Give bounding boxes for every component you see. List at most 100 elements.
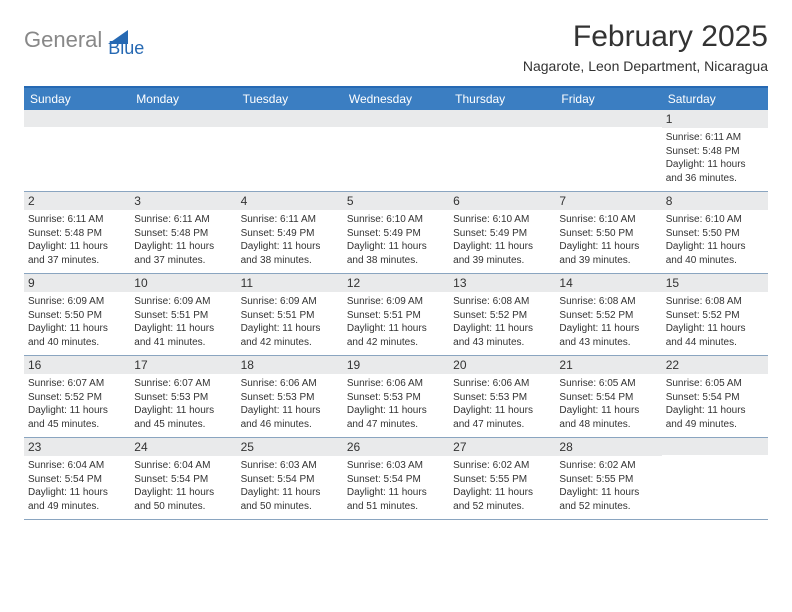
weeks-container: 1Sunrise: 6:11 AMSunset: 5:48 PMDaylight… <box>24 110 768 520</box>
day-detail-line: Sunset: 5:55 PM <box>559 473 657 487</box>
day-cell: 12Sunrise: 6:09 AMSunset: 5:51 PMDayligh… <box>343 274 449 355</box>
day-cell: 20Sunrise: 6:06 AMSunset: 5:53 PMDayligh… <box>449 356 555 437</box>
day-details: Sunrise: 6:02 AMSunset: 5:55 PMDaylight:… <box>453 459 551 513</box>
day-number: 6 <box>449 192 555 210</box>
day-detail-line: Sunrise: 6:09 AM <box>134 295 232 309</box>
day-header: Saturday <box>662 88 768 110</box>
day-detail-line: Sunrise: 6:06 AM <box>241 377 339 391</box>
day-number: 20 <box>449 356 555 374</box>
day-detail-line: and 46 minutes. <box>241 418 339 432</box>
day-number: 15 <box>662 274 768 292</box>
day-detail-line: Daylight: 11 hours <box>134 404 232 418</box>
day-header: Tuesday <box>237 88 343 110</box>
day-detail-line: Sunrise: 6:03 AM <box>347 459 445 473</box>
day-details: Sunrise: 6:10 AMSunset: 5:50 PMDaylight:… <box>559 213 657 267</box>
day-cell: 19Sunrise: 6:06 AMSunset: 5:53 PMDayligh… <box>343 356 449 437</box>
day-cell: 8Sunrise: 6:10 AMSunset: 5:50 PMDaylight… <box>662 192 768 273</box>
day-details: Sunrise: 6:10 AMSunset: 5:49 PMDaylight:… <box>347 213 445 267</box>
day-header: Wednesday <box>343 88 449 110</box>
empty-day-bar <box>343 110 449 127</box>
day-details: Sunrise: 6:10 AMSunset: 5:49 PMDaylight:… <box>453 213 551 267</box>
day-detail-line: Daylight: 11 hours <box>241 486 339 500</box>
day-number: 18 <box>237 356 343 374</box>
day-detail-line: Daylight: 11 hours <box>28 322 126 336</box>
day-number: 19 <box>343 356 449 374</box>
day-detail-line: Daylight: 11 hours <box>28 404 126 418</box>
day-detail-line: Sunset: 5:53 PM <box>453 391 551 405</box>
day-detail-line: Sunrise: 6:09 AM <box>241 295 339 309</box>
day-detail-line: Sunset: 5:48 PM <box>666 145 764 159</box>
day-cell <box>343 110 449 191</box>
day-cell: 21Sunrise: 6:05 AMSunset: 5:54 PMDayligh… <box>555 356 661 437</box>
day-cell: 9Sunrise: 6:09 AMSunset: 5:50 PMDaylight… <box>24 274 130 355</box>
day-detail-line: and 51 minutes. <box>347 500 445 514</box>
day-detail-line: Sunset: 5:55 PM <box>453 473 551 487</box>
day-detail-line: and 42 minutes. <box>347 336 445 350</box>
day-detail-line: Sunrise: 6:10 AM <box>347 213 445 227</box>
day-number: 21 <box>555 356 661 374</box>
day-detail-line: Sunrise: 6:06 AM <box>347 377 445 391</box>
day-cell: 1Sunrise: 6:11 AMSunset: 5:48 PMDaylight… <box>662 110 768 191</box>
day-cell: 3 Sunrise: 6:11 AMSunset: 5:48 PMDaylight… <box>130 192 236 273</box>
day-detail-line: Daylight: 11 hours <box>241 322 339 336</box>
day-detail-line: Sunrise: 6:11 AM <box>28 213 126 227</box>
day-detail-line: Sunrise: 6:02 AM <box>559 459 657 473</box>
day-details: Sunrise: 6:08 AMSunset: 5:52 PMDaylight:… <box>666 295 764 349</box>
day-detail-line: Sunset: 5:54 PM <box>134 473 232 487</box>
day-detail-line: and 52 minutes. <box>453 500 551 514</box>
day-detail-line: and 49 minutes. <box>28 500 126 514</box>
day-detail-line: Sunset: 5:48 PM <box>134 227 232 241</box>
empty-day-bar <box>449 110 555 127</box>
day-details: Sunrise: 6:07 AMSunset: 5:53 PMDaylight:… <box>134 377 232 431</box>
day-detail-line: Daylight: 11 hours <box>559 322 657 336</box>
day-detail-line: Sunrise: 6:03 AM <box>241 459 339 473</box>
day-detail-line: Sunset: 5:51 PM <box>347 309 445 323</box>
day-detail-line: and 40 minutes. <box>28 336 126 350</box>
day-detail-line: Sunrise: 6:11 AM <box>241 213 339 227</box>
day-number: 12 <box>343 274 449 292</box>
day-detail-line: Sunset: 5:52 PM <box>559 309 657 323</box>
day-detail-line: and 45 minutes. <box>134 418 232 432</box>
day-detail-line: Daylight: 11 hours <box>559 404 657 418</box>
day-detail-line: Sunset: 5:48 PM <box>28 227 126 241</box>
day-details: Sunrise: 6:09 AMSunset: 5:51 PMDaylight:… <box>134 295 232 349</box>
day-details: Sunrise: 6:03 AMSunset: 5:54 PMDaylight:… <box>347 459 445 513</box>
day-header: Friday <box>555 88 661 110</box>
day-details: Sunrise: 6:10 AMSunset: 5:50 PMDaylight:… <box>666 213 764 267</box>
day-detail-line: Sunset: 5:54 PM <box>241 473 339 487</box>
day-detail-line: Sunrise: 6:09 AM <box>28 295 126 309</box>
day-number: 3 <box>130 192 236 210</box>
day-detail-line: and 39 minutes. <box>559 254 657 268</box>
day-detail-line: Daylight: 11 hours <box>241 240 339 254</box>
day-details: Sunrise: 6:03 AMSunset: 5:54 PMDaylight:… <box>241 459 339 513</box>
day-number: 4 <box>237 192 343 210</box>
day-cell: 6 Sunrise: 6:10 AMSunset: 5:49 PMDaylight… <box>449 192 555 273</box>
day-number: 24 <box>130 438 236 456</box>
day-header: Thursday <box>449 88 555 110</box>
day-cell: 23Sunrise: 6:04 AMSunset: 5:54 PMDayligh… <box>24 438 130 519</box>
day-detail-line: Sunrise: 6:08 AM <box>453 295 551 309</box>
day-cell: 25Sunrise: 6:03 AMSunset: 5:54 PMDayligh… <box>237 438 343 519</box>
day-details: Sunrise: 6:11 AMSunset: 5:48 PMDaylight:… <box>134 213 232 267</box>
day-detail-line: Sunrise: 6:11 AM <box>666 131 764 145</box>
day-number: 28 <box>555 438 661 456</box>
day-cell: 15 Sunrise: 6:08 AMSunset: 5:52 PMDayligh… <box>662 274 768 355</box>
day-detail-line: Sunrise: 6:06 AM <box>453 377 551 391</box>
day-cell: 18Sunrise: 6:06 AMSunset: 5:53 PMDayligh… <box>237 356 343 437</box>
day-detail-line: Daylight: 11 hours <box>666 158 764 172</box>
day-cell: 13Sunrise: 6:08 AMSunset: 5:52 PMDayligh… <box>449 274 555 355</box>
day-number: 23 <box>24 438 130 456</box>
day-detail-line: Daylight: 11 hours <box>666 404 764 418</box>
header: General Blue February 2025 Nagarote, Leo… <box>24 20 768 74</box>
day-details: Sunrise: 6:07 AMSunset: 5:52 PMDaylight:… <box>28 377 126 431</box>
day-detail-line: and 36 minutes. <box>666 172 764 186</box>
day-detail-line: Daylight: 11 hours <box>28 486 126 500</box>
day-detail-line: Sunrise: 6:09 AM <box>347 295 445 309</box>
day-detail-line: and 47 minutes. <box>453 418 551 432</box>
day-header: Monday <box>130 88 236 110</box>
day-detail-line: and 43 minutes. <box>559 336 657 350</box>
day-cell: 11Sunrise: 6:09 AMSunset: 5:51 PMDayligh… <box>237 274 343 355</box>
day-number: 16 <box>24 356 130 374</box>
day-detail-line: Daylight: 11 hours <box>28 240 126 254</box>
day-detail-line: and 42 minutes. <box>241 336 339 350</box>
